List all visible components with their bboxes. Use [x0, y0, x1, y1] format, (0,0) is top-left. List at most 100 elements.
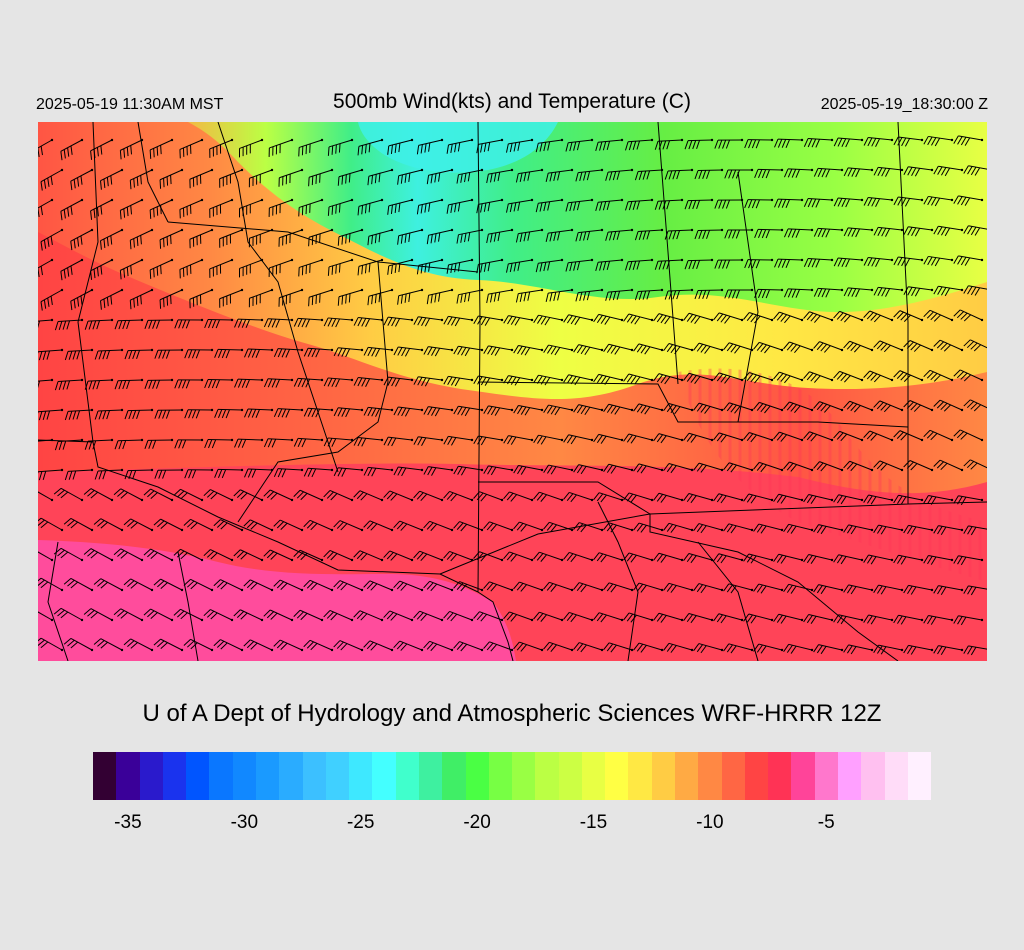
wind-barb-feather: [907, 645, 913, 655]
wind-barb-staff: [249, 289, 273, 299]
wind-barb-staff: [458, 405, 483, 411]
wind-barb-feather: [630, 375, 637, 384]
wind-barb-staff: [778, 613, 803, 621]
wind-barb-feather: [363, 407, 369, 416]
wind-barb-feather: [186, 520, 195, 528]
wind-barb-feather: [523, 172, 527, 182]
wind-barb-feather: [746, 494, 753, 503]
wind-barb-station: [150, 648, 154, 652]
wind-barb-feather: [426, 522, 434, 530]
wind-barb-feather: [696, 644, 703, 653]
wind-barb-staff: [548, 169, 573, 174]
wind-barb-feather: [394, 318, 401, 327]
wind-barb-feather: [327, 206, 330, 216]
wind-barb-staff: [868, 196, 893, 201]
wind-barb-feather: [266, 491, 275, 499]
wind-barb-feather: [967, 226, 973, 235]
wind-barb-staff: [608, 289, 633, 293]
wind-barb-feather: [206, 610, 215, 618]
wind-barb-feather: [357, 377, 363, 387]
wind-barb-station: [900, 528, 904, 532]
wind-barb-feather: [570, 316, 577, 325]
wind-barb-staff: [179, 199, 203, 210]
wind-barb-staff: [398, 346, 423, 351]
wind-barb-staff: [628, 313, 653, 321]
wind-barb-feather: [633, 343, 640, 352]
wind-barb-feather: [576, 465, 583, 474]
wind-barb-feather: [300, 553, 308, 561]
wind-barb-feather: [840, 496, 847, 505]
wind-barb-feather: [723, 342, 730, 351]
wind-barb-feather: [751, 139, 757, 149]
wind-barb-station: [320, 618, 324, 622]
wind-barb-station: [980, 258, 984, 262]
wind-barb-staff: [878, 584, 903, 591]
colorbar-swatch: [721, 752, 745, 800]
wind-barb-feather: [850, 526, 857, 535]
wind-barb-feather: [676, 170, 681, 180]
wind-barb-feather: [642, 170, 647, 180]
wind-barb-staff: [418, 199, 443, 206]
wind-barb-feather: [595, 202, 599, 212]
wind-barb-station: [390, 228, 394, 232]
wind-barb-staff: [358, 259, 383, 267]
wind-barb-feather: [543, 202, 547, 212]
wind-barb-feather: [450, 493, 458, 502]
wind-barb-feather: [606, 583, 614, 592]
wind-barb-feather: [672, 230, 677, 240]
wind-barb-station: [50, 258, 54, 262]
wind-barb-feather: [704, 346, 711, 354]
wind-barb-feather: [757, 169, 763, 179]
wind-barb-staff: [299, 609, 323, 621]
wind-barb-feather: [760, 585, 767, 594]
colorbar-swatch: [93, 752, 117, 800]
wind-barb-staff: [237, 438, 263, 441]
wind-barb-staff: [868, 256, 893, 261]
wind-barb-station: [510, 408, 514, 412]
wind-barb-feather: [251, 409, 257, 418]
wind-barb-feather: [337, 176, 340, 186]
wind-barb-staff: [100, 229, 123, 242]
wind-barb-feather: [94, 350, 99, 360]
wind-barb-feather: [263, 549, 271, 557]
wind-barb-station: [270, 528, 274, 532]
wind-barb-feather: [364, 204, 367, 214]
wind-barb-station: [300, 408, 304, 412]
wind-barb-feather: [553, 232, 557, 242]
wind-barb-staff: [718, 493, 743, 501]
wind-barb-feather: [603, 464, 610, 472]
wind-barb-station: [290, 198, 294, 202]
wind-barb-staff: [479, 491, 503, 501]
wind-barb-feather: [237, 379, 243, 388]
wind-barb-station: [330, 588, 334, 592]
wind-barb-staff: [368, 169, 393, 177]
wind-barb-feather: [100, 521, 108, 529]
wind-barb-feather: [964, 257, 971, 266]
wind-barb-station: [240, 228, 244, 232]
wind-barb-feather: [114, 380, 119, 390]
wind-barb-station: [210, 228, 214, 232]
wind-barb-station: [620, 318, 624, 322]
wind-barb-feather: [933, 166, 939, 175]
wind-barb-feather: [957, 556, 963, 565]
wind-barb-staff: [488, 465, 513, 471]
wind-barb-staff: [328, 377, 353, 381]
wind-barb-staff: [240, 609, 263, 621]
wind-barb-station: [680, 438, 684, 442]
wind-barb-feather: [840, 433, 848, 442]
wind-barb-feather: [810, 615, 817, 624]
wind-barb-station: [450, 348, 454, 352]
wind-barb-staff: [508, 139, 533, 145]
colorbar-swatch: [581, 752, 606, 800]
wind-barb-station: [780, 528, 784, 532]
wind-barb-feather: [780, 495, 787, 504]
wind-barb-station: [360, 348, 364, 352]
wind-barb-feather: [540, 614, 547, 622]
wind-barb-staff: [399, 580, 423, 591]
wind-barb-feather: [267, 318, 273, 328]
wind-barb-feather: [960, 372, 968, 380]
wind-barb-station: [230, 138, 234, 142]
wind-barb-feather: [371, 295, 374, 305]
wind-barb-staff: [58, 379, 83, 383]
wind-barb-station: [770, 318, 774, 322]
